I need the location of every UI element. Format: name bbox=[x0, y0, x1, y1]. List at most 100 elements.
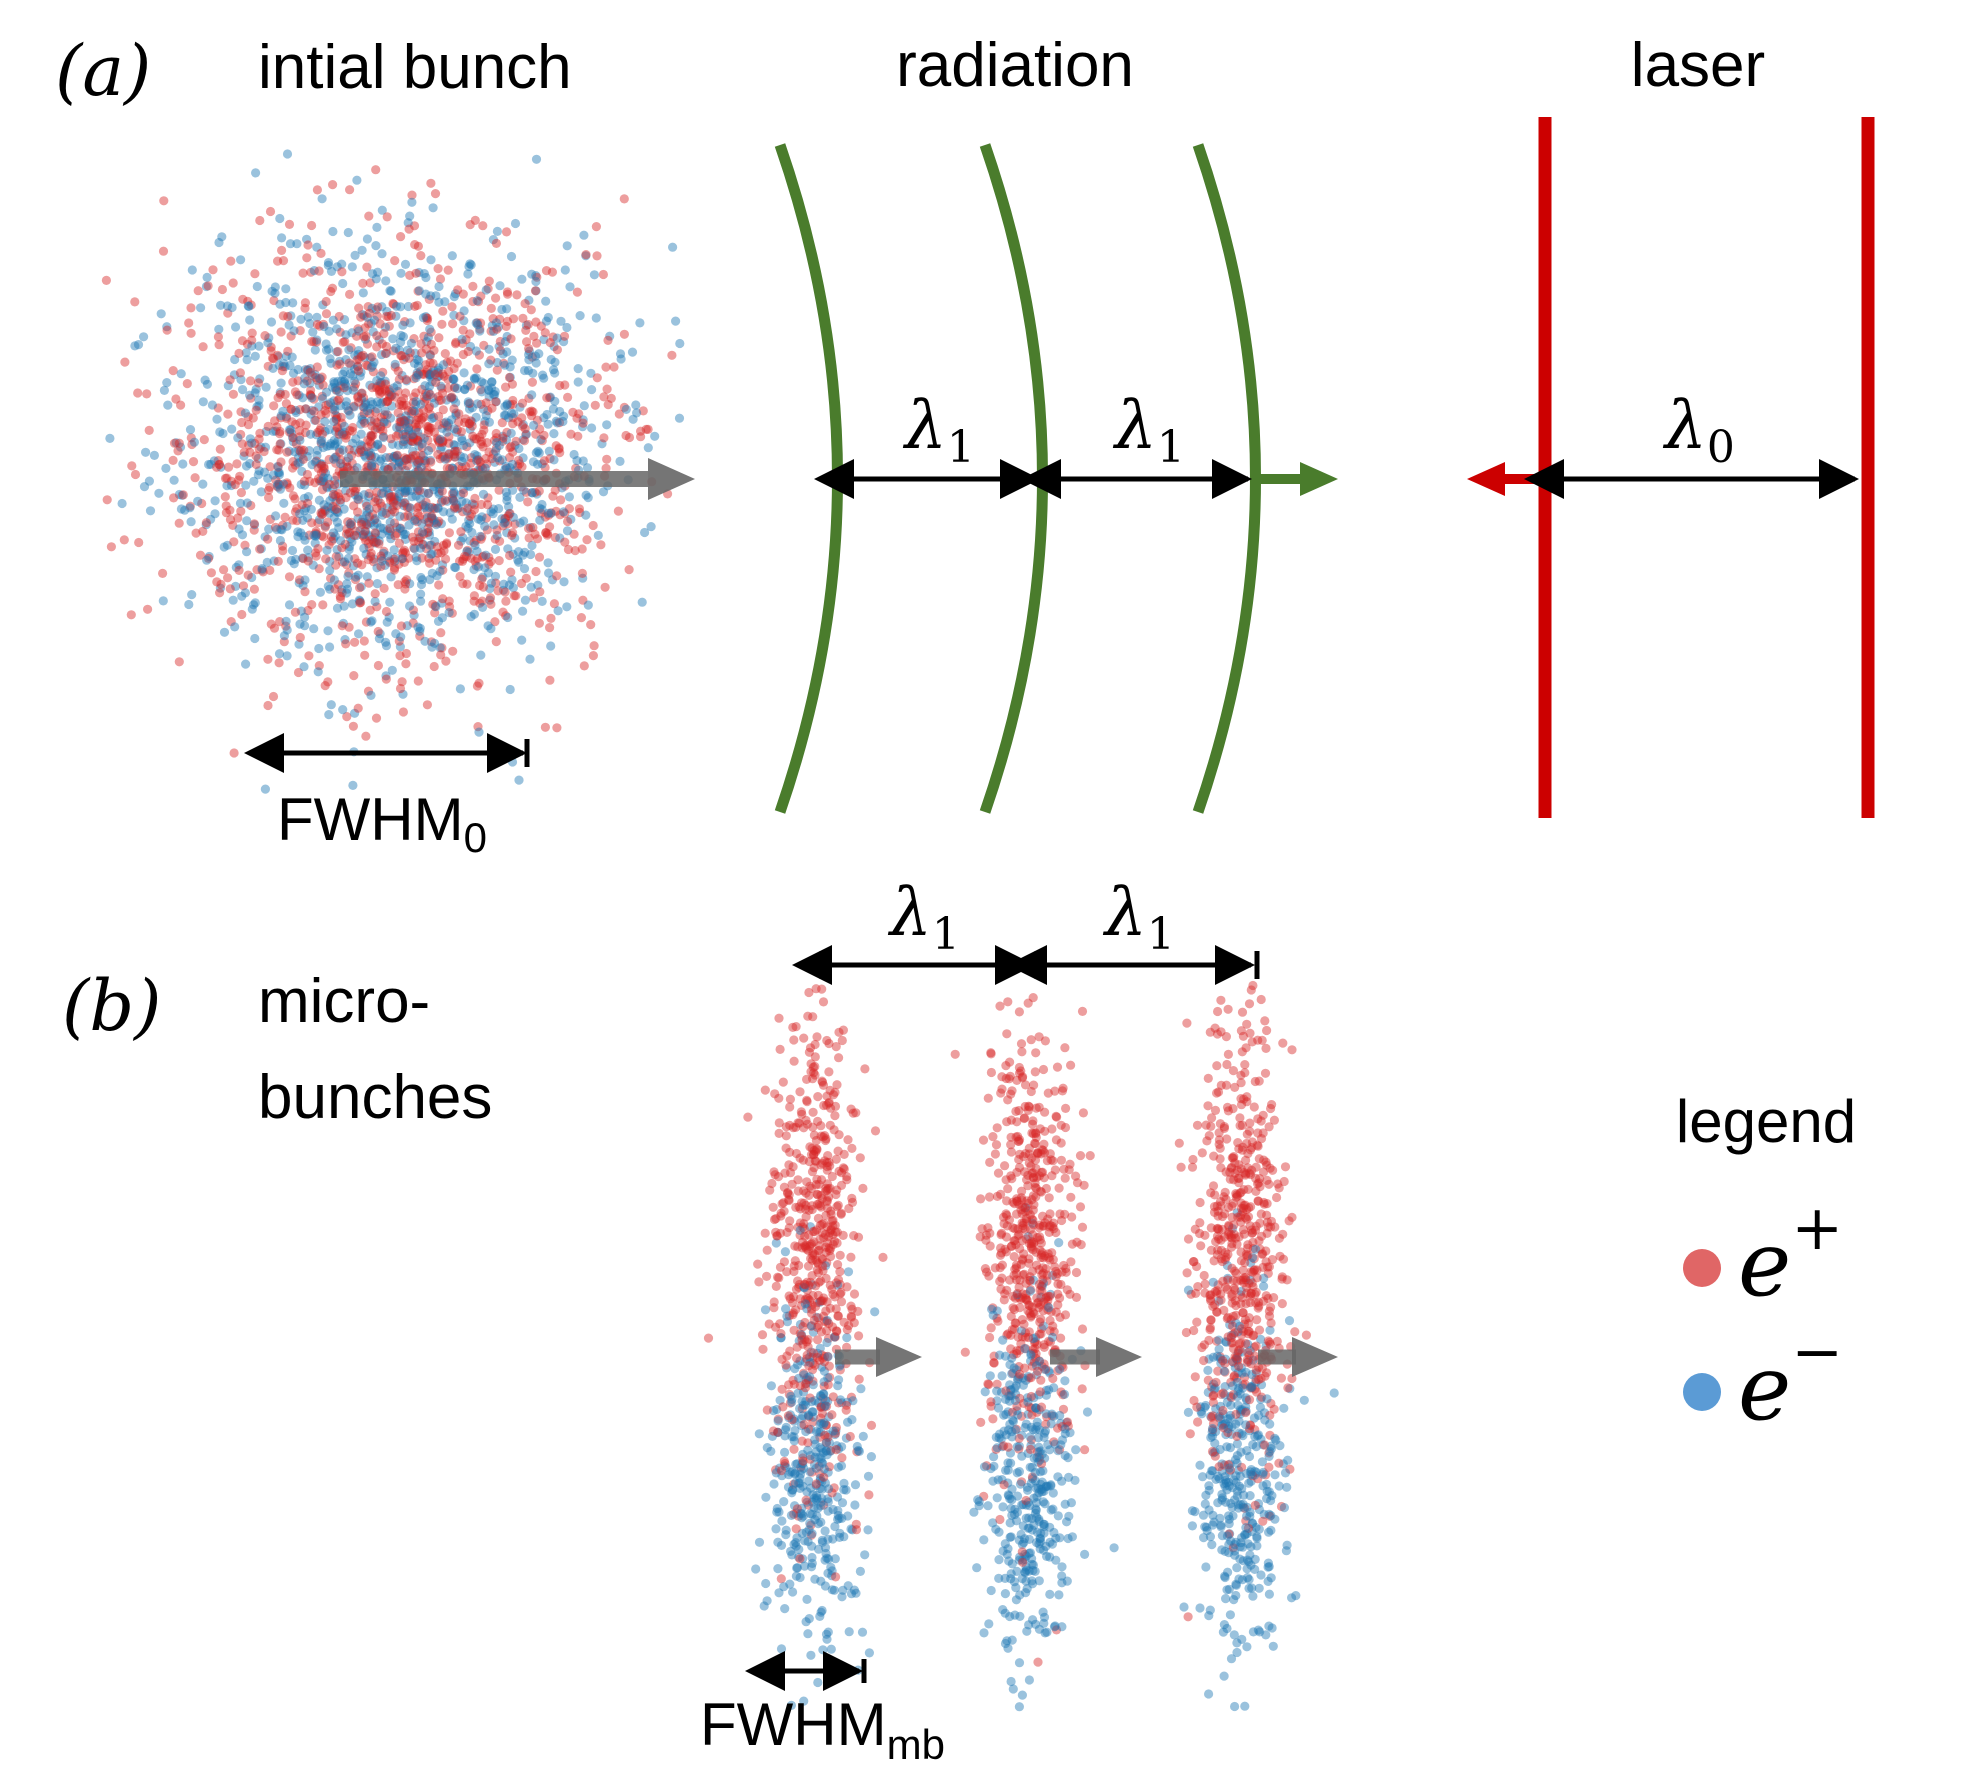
positron-particle bbox=[404, 502, 414, 512]
electron-particle bbox=[372, 222, 382, 232]
electron-particle bbox=[392, 451, 402, 461]
positron-particle bbox=[435, 454, 445, 464]
electron-particle bbox=[372, 563, 382, 573]
electron-particle bbox=[319, 321, 329, 332]
positron-particle bbox=[162, 325, 172, 335]
electron-particle bbox=[1025, 1432, 1035, 1442]
positron-particle bbox=[285, 427, 295, 437]
positron-particle bbox=[225, 505, 235, 515]
positron-particle bbox=[195, 550, 206, 560]
electron-particle bbox=[357, 245, 367, 255]
electron-particle bbox=[579, 401, 589, 411]
electron-particle bbox=[1050, 1439, 1060, 1449]
positron-particle bbox=[376, 553, 387, 563]
positron-particle bbox=[372, 602, 382, 612]
electron-particle bbox=[302, 234, 312, 244]
positron-particle bbox=[198, 342, 208, 352]
electron-particle bbox=[424, 503, 434, 513]
electron-particle bbox=[339, 601, 349, 611]
positron-particle bbox=[259, 446, 269, 457]
positron-particle bbox=[819, 1472, 829, 1482]
electron-particle bbox=[176, 504, 186, 514]
electron-particle bbox=[281, 412, 291, 422]
positron-particle bbox=[421, 360, 431, 370]
electron-particle bbox=[485, 595, 495, 605]
electron-particle bbox=[350, 250, 360, 260]
positron-particle bbox=[1015, 1303, 1025, 1313]
positron-particle bbox=[531, 429, 541, 439]
positron-particle bbox=[392, 450, 402, 460]
electron-particle bbox=[320, 521, 330, 531]
positron-particle bbox=[312, 362, 322, 372]
positron-particle bbox=[1041, 1183, 1051, 1194]
electron-particle bbox=[275, 387, 285, 398]
electron-particle bbox=[449, 496, 459, 506]
positron-particle bbox=[158, 568, 168, 579]
electron-particle bbox=[451, 500, 462, 510]
positron-particle bbox=[577, 544, 587, 554]
positron-particle bbox=[1014, 1282, 1024, 1292]
positron-particle bbox=[552, 345, 563, 355]
positron-particle bbox=[344, 622, 354, 632]
positron-particle bbox=[774, 1013, 784, 1023]
electron-particle bbox=[1208, 1277, 1218, 1287]
electron-particle bbox=[378, 417, 388, 427]
electron-particle bbox=[1017, 1690, 1027, 1700]
electron-particle bbox=[216, 300, 226, 310]
positron-particle bbox=[437, 643, 447, 653]
electron-particle bbox=[330, 439, 340, 449]
electron-particle bbox=[370, 596, 380, 607]
electron-particle bbox=[355, 596, 365, 606]
electron-particle bbox=[1201, 1562, 1211, 1572]
positron-particle bbox=[387, 505, 397, 515]
electron-particle bbox=[823, 1484, 834, 1494]
positron-particle bbox=[176, 400, 186, 410]
positron-particle bbox=[1215, 1154, 1225, 1164]
electron-particle bbox=[1021, 1576, 1031, 1586]
electron-particle bbox=[487, 321, 497, 331]
positron-particle bbox=[303, 365, 313, 375]
positron-particle bbox=[288, 515, 298, 525]
electron-particle bbox=[498, 585, 508, 595]
positron-particle bbox=[764, 1319, 774, 1329]
positron-particle bbox=[1033, 1366, 1043, 1376]
electron-particle bbox=[1225, 1610, 1235, 1620]
positron-particle bbox=[307, 600, 317, 610]
electron-particle bbox=[1045, 1552, 1055, 1562]
electron-particle bbox=[356, 419, 366, 429]
electron-particle bbox=[1284, 1316, 1295, 1326]
positron-particle bbox=[477, 574, 487, 584]
electron-particle bbox=[1263, 1562, 1273, 1572]
positron-particle bbox=[326, 573, 336, 583]
electron-particle bbox=[308, 560, 318, 570]
positron-particle bbox=[1061, 1103, 1071, 1113]
electron-particle bbox=[466, 260, 476, 270]
positron-particle bbox=[483, 493, 493, 503]
positron-particle bbox=[237, 609, 247, 620]
electron-particle bbox=[412, 368, 422, 378]
positron-particle bbox=[330, 491, 340, 501]
electron-particle bbox=[790, 1468, 800, 1478]
electron-particle bbox=[803, 1410, 814, 1420]
positron-particle bbox=[574, 409, 584, 419]
positron-particle bbox=[1246, 985, 1256, 995]
positron-particle bbox=[838, 1230, 848, 1240]
electron-particle bbox=[1222, 1442, 1232, 1452]
electron-particle bbox=[1053, 1511, 1063, 1521]
electron-particle bbox=[276, 524, 286, 535]
positron-particle bbox=[394, 429, 404, 439]
positron-particle bbox=[437, 383, 447, 393]
electron-particle bbox=[424, 527, 434, 537]
positron-particle bbox=[304, 651, 314, 661]
electron-particle bbox=[1014, 1658, 1025, 1668]
positron-particle bbox=[776, 1329, 786, 1339]
electron-particle bbox=[803, 1536, 813, 1547]
electron-particle bbox=[385, 509, 396, 519]
positron-particle bbox=[225, 584, 235, 594]
electron-particle bbox=[230, 622, 240, 632]
positron-particle bbox=[358, 402, 368, 412]
electron-particle bbox=[994, 1573, 1004, 1583]
electron-particle bbox=[425, 381, 435, 391]
electron-particle bbox=[412, 460, 422, 470]
positron-particle bbox=[1051, 1111, 1061, 1121]
